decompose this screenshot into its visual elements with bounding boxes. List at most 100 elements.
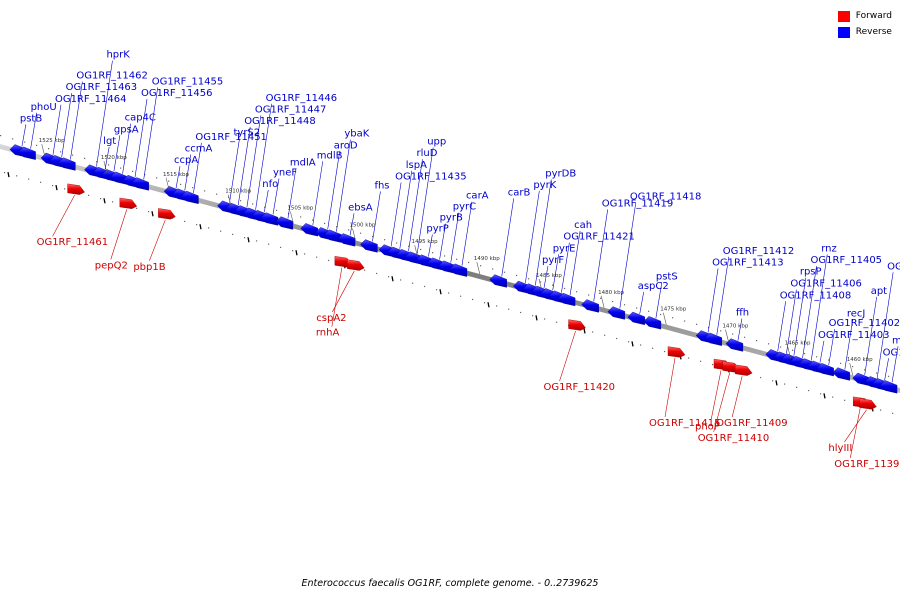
gene-label-rnhA: rnhA [316,328,340,339]
leader-upp [416,147,434,254]
leader-mdlB [312,161,324,226]
gene-label-OG1RF_11415: OG1RF_11415 [649,418,721,429]
tick-dot [552,284,554,286]
gene-label-OG1RF_11412: OG1RF_11412 [723,246,795,257]
tick-dot [276,209,278,212]
gene-label-upp: upp [427,137,446,148]
gene-aspC2 [627,311,645,326]
leader-OG1RF_11455 [143,87,159,180]
leader-pstB [21,124,27,147]
tick-dot [484,302,486,304]
tick-dot [672,317,674,319]
kbp-tick [476,262,481,275]
leader-aroD [327,151,340,230]
leader-carB [501,198,515,277]
kbp-tick [414,245,418,258]
tick-dot [756,339,758,342]
tick-dot [516,274,518,277]
gene-label-apt: apt [871,286,887,297]
leader-yneF [272,178,280,215]
tick-dot [888,375,890,377]
tick-dot [768,343,770,345]
tick-dot [60,151,62,153]
gene-label-hlyIII: hlyIII [828,443,852,454]
gene-pbp1B [158,208,176,220]
tick-dot [184,220,186,222]
leader-pyrK [525,190,540,283]
gene-label-OG1RF_11448: OG1RF_11448 [244,116,316,127]
tick-dot [832,396,834,398]
tick-dot [628,341,630,343]
gene-label-pyrE: pyrE [553,243,576,254]
gene-label-OG1RF_11402: OG1RF_11402 [829,318,900,329]
gene-label-OG1RF_11447: OG1RF_11447 [255,104,327,115]
leader-OG1RF_11463 [61,93,72,158]
gene-OG1RF_11412 [704,332,722,346]
gene-label-OG1RF_11420: OG1RF_11420 [544,382,616,393]
gene-label-yneF: yneF [273,167,297,178]
gene-label-OG1RF_11410: OG1RF_11410 [698,433,770,444]
kbp-tick [103,160,108,174]
tick-dot [792,349,794,351]
tick-dot [256,240,258,242]
gene-label-gpsA: gpsA [114,124,139,135]
gene-label-aroD: aroD [334,140,358,151]
tick-dot [532,315,534,317]
kbp-tick [849,363,854,376]
gene-label-OG1RF_11464: OG1RF_11464 [55,94,127,105]
leader-carA [461,201,473,266]
genes-layer [9,144,898,410]
gene-label-lspA: lspA [406,160,427,171]
tick-dot [364,269,366,271]
gene-label-pyrC: pyrC [453,202,476,213]
tick-dot [652,347,654,349]
kbp-tick-label: 1520 kbp [101,155,127,161]
forward-swatch [837,10,850,22]
tick-dot [376,272,378,275]
tick-dot [640,344,642,346]
leader-pyrE [552,254,559,291]
leader-aspC2 [639,291,645,314]
kbp-tick-label: 1460 kbp [847,357,873,363]
tick-dot [892,412,894,414]
leader-OG1RF_11451 [193,142,202,193]
leader-hprK [96,60,113,167]
gene-label-hprK: hprK [106,50,130,61]
tick-dot [96,161,98,163]
gene-label-ffh: ffh [736,308,749,319]
gene-ebsA [337,233,356,247]
tick-dot [88,194,90,196]
kbp-tick [725,329,729,342]
tick-dot [840,362,842,364]
kbp-tick [663,312,667,325]
major-tick-mark [631,341,634,347]
tick-dot [556,321,558,323]
leader-cap4C [122,123,131,174]
kbp-tick-label: 1480 kbp [598,290,624,296]
leader-OG1RF_11412 [716,256,730,335]
leader-hlyIII [844,409,867,443]
leader-OG1RF_11405 [802,265,817,359]
tick-dot [384,239,386,241]
tick-dot [312,219,314,221]
gene-label-pstB: pstB [20,113,42,124]
tick-dot [264,206,266,208]
kbp-tick [787,346,791,359]
leader-phoU [30,112,37,149]
gene-label-pyrB: pyrB [440,213,463,224]
gene-OG1RF_11415 [667,346,686,358]
gene-OG1RF_11462 [58,157,76,171]
leader-OG1RF_11397 [876,272,894,379]
gene-label-OG1RF_11408: OG1RF_11408 [780,290,852,301]
gene-label-OG1RF_11406: OG1RF_11406 [790,279,862,290]
tick-dot [84,157,86,159]
major-tick-mark [391,276,394,282]
leader-ybaK [336,139,351,232]
gene-label-cspA2: cspA2 [316,313,346,324]
tick-dot [108,164,110,166]
gene-carA [449,263,468,277]
gene-label-pyrF: pyrF [542,255,564,266]
gene-label-OG1RF_11396: OG1RF_11396 [883,347,900,358]
tick-dot [24,141,26,143]
